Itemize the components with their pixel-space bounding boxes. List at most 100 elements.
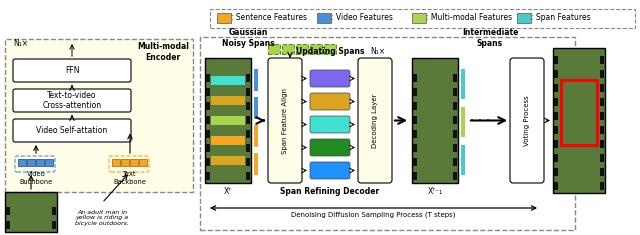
Bar [461,107,465,137]
Bar [310,44,322,54]
Bar [246,172,250,180]
Bar [6,221,10,229]
Text: Xᵀ: Xᵀ [224,187,232,196]
Bar [453,172,457,180]
Bar [453,144,457,152]
Bar [554,154,558,162]
Bar [211,96,245,105]
Bar [217,13,231,23]
Bar [413,74,417,82]
Bar [121,159,129,166]
Text: Gaussian
Noisy Spans: Gaussian Noisy Spans [221,28,275,48]
Bar [554,112,558,120]
Text: Xᵀ⁻₁: Xᵀ⁻₁ [428,187,443,196]
FancyBboxPatch shape [268,58,302,183]
Bar [413,144,417,152]
Bar [600,140,604,148]
Bar [453,102,457,110]
Text: N₁×: N₁× [13,39,28,48]
Bar [453,88,457,96]
Text: Video Self-attation: Video Self-attation [36,126,108,135]
Bar [600,126,604,134]
Bar [254,125,258,147]
Bar [130,159,138,166]
Bar [554,126,558,134]
Bar [206,102,210,110]
Bar [246,88,250,96]
Bar [206,130,210,138]
Bar [246,144,250,152]
Bar [5,39,193,192]
Bar [5,192,57,232]
Bar [52,207,56,215]
Bar [206,74,210,82]
Text: Multi-modal
Encoder: Multi-modal Encoder [137,42,189,62]
Bar [553,48,605,193]
Bar [413,102,417,110]
FancyBboxPatch shape [13,119,131,142]
Bar [554,70,558,78]
Text: Voting Process: Voting Process [524,95,530,146]
Bar [206,172,210,180]
Bar [246,102,250,110]
FancyBboxPatch shape [13,89,131,112]
Bar [413,158,417,166]
Bar [112,159,120,166]
Text: · · ·: · · · [470,114,490,127]
Bar [282,44,294,54]
Bar [139,159,147,166]
Bar [211,156,245,165]
Bar [206,144,210,152]
Bar [211,116,245,125]
Bar [254,97,258,119]
Bar [18,159,26,166]
Text: : Multi-modal Features: : Multi-modal Features [426,13,512,23]
Text: Updating Spans: Updating Spans [296,47,364,55]
Text: Text-to-video
Cross-attention: Text-to-video Cross-attention [42,91,102,110]
Bar [246,130,250,138]
FancyBboxPatch shape [510,58,544,183]
Bar [453,130,457,138]
Bar [413,172,417,180]
Bar [600,84,604,92]
Text: : Sentence Features: : Sentence Features [231,13,307,23]
Bar [600,168,604,176]
Bar [268,44,280,54]
Bar [453,116,457,124]
Bar [246,116,250,124]
FancyBboxPatch shape [310,162,350,179]
Bar [206,116,210,124]
Bar [600,154,604,162]
Text: An adult man in
yellow is riding a
bicycle outdoors.: An adult man in yellow is riding a bicyc… [75,210,129,226]
FancyBboxPatch shape [310,139,350,156]
Text: Text
Backbone: Text Backbone [113,172,147,184]
Text: : Video Features: : Video Features [331,13,393,23]
Bar [554,56,558,64]
Bar [600,56,604,64]
Text: N₁×: N₁× [370,47,385,55]
Text: Span Feature Align: Span Feature Align [282,87,288,153]
Bar [210,9,635,28]
Bar [27,159,35,166]
Bar [45,159,53,166]
Bar [254,153,258,175]
FancyBboxPatch shape [13,59,131,82]
Bar [413,116,417,124]
Bar [206,158,210,166]
FancyBboxPatch shape [358,58,392,183]
Text: Decoding Layer: Decoding Layer [372,93,378,148]
Text: FFN: FFN [65,66,79,75]
FancyBboxPatch shape [310,116,350,133]
FancyBboxPatch shape [310,70,350,87]
Bar [554,84,558,92]
Bar [554,98,558,106]
Bar [206,88,210,96]
Bar [246,74,250,82]
Bar [461,145,465,175]
Bar [453,74,457,82]
Text: Intermediate
Spans: Intermediate Spans [462,28,518,48]
Bar [554,140,558,148]
Text: Span Refining Decoder: Span Refining Decoder [280,188,380,196]
Bar [413,130,417,138]
Bar [461,69,465,99]
